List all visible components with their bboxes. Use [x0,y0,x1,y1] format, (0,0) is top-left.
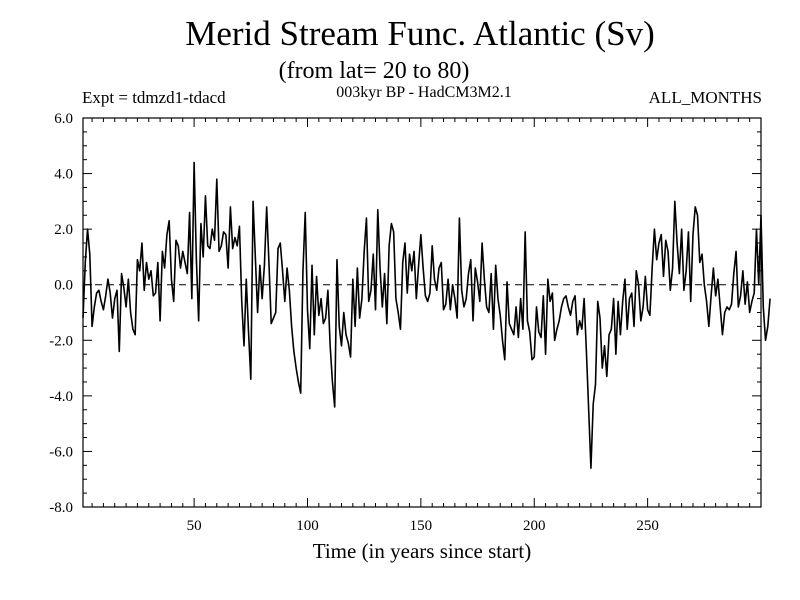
x-tick-label: 100 [296,518,319,534]
series-line [82,161,771,469]
y-tick-label: -2.0 [49,333,73,349]
months-label: ALL_MONTHS [648,88,762,107]
y-tick-label: -6.0 [49,444,73,460]
model-label: 003kyr BP - HadCM3M2.1 [336,84,512,101]
experiment-label: Expt = tdmzd1-tdacd [82,88,226,107]
plot-frame [82,117,762,508]
y-tick-label: -4.0 [49,389,73,405]
x-tick-label: 50 [187,518,202,534]
x-tick-label: 150 [410,518,433,534]
x-tick-label: 250 [636,518,659,534]
chart-subtitle: (from lat= 20 to 80) [278,58,470,84]
y-tick-label: 0.0 [54,278,73,294]
y-tick-label: 6.0 [54,111,73,127]
series-group [82,161,771,469]
plot-border [82,117,762,508]
x-axis: 50 100 150 200 250 [91,118,751,534]
y-tick-label: 4.0 [54,167,73,183]
x-axis-label: Time (in years since start) [312,539,532,563]
x-tick-label: 200 [523,518,546,534]
y-tick-label: -8.0 [49,500,73,516]
chart-title: Merid Stream Func. Atlantic (Sv) [185,14,655,53]
y-tick-label: 2.0 [54,222,73,238]
y-axis: 6.0 4.0 2.0 0.0 -2.0 -4.0 -6.0 -8.0 [49,111,761,516]
